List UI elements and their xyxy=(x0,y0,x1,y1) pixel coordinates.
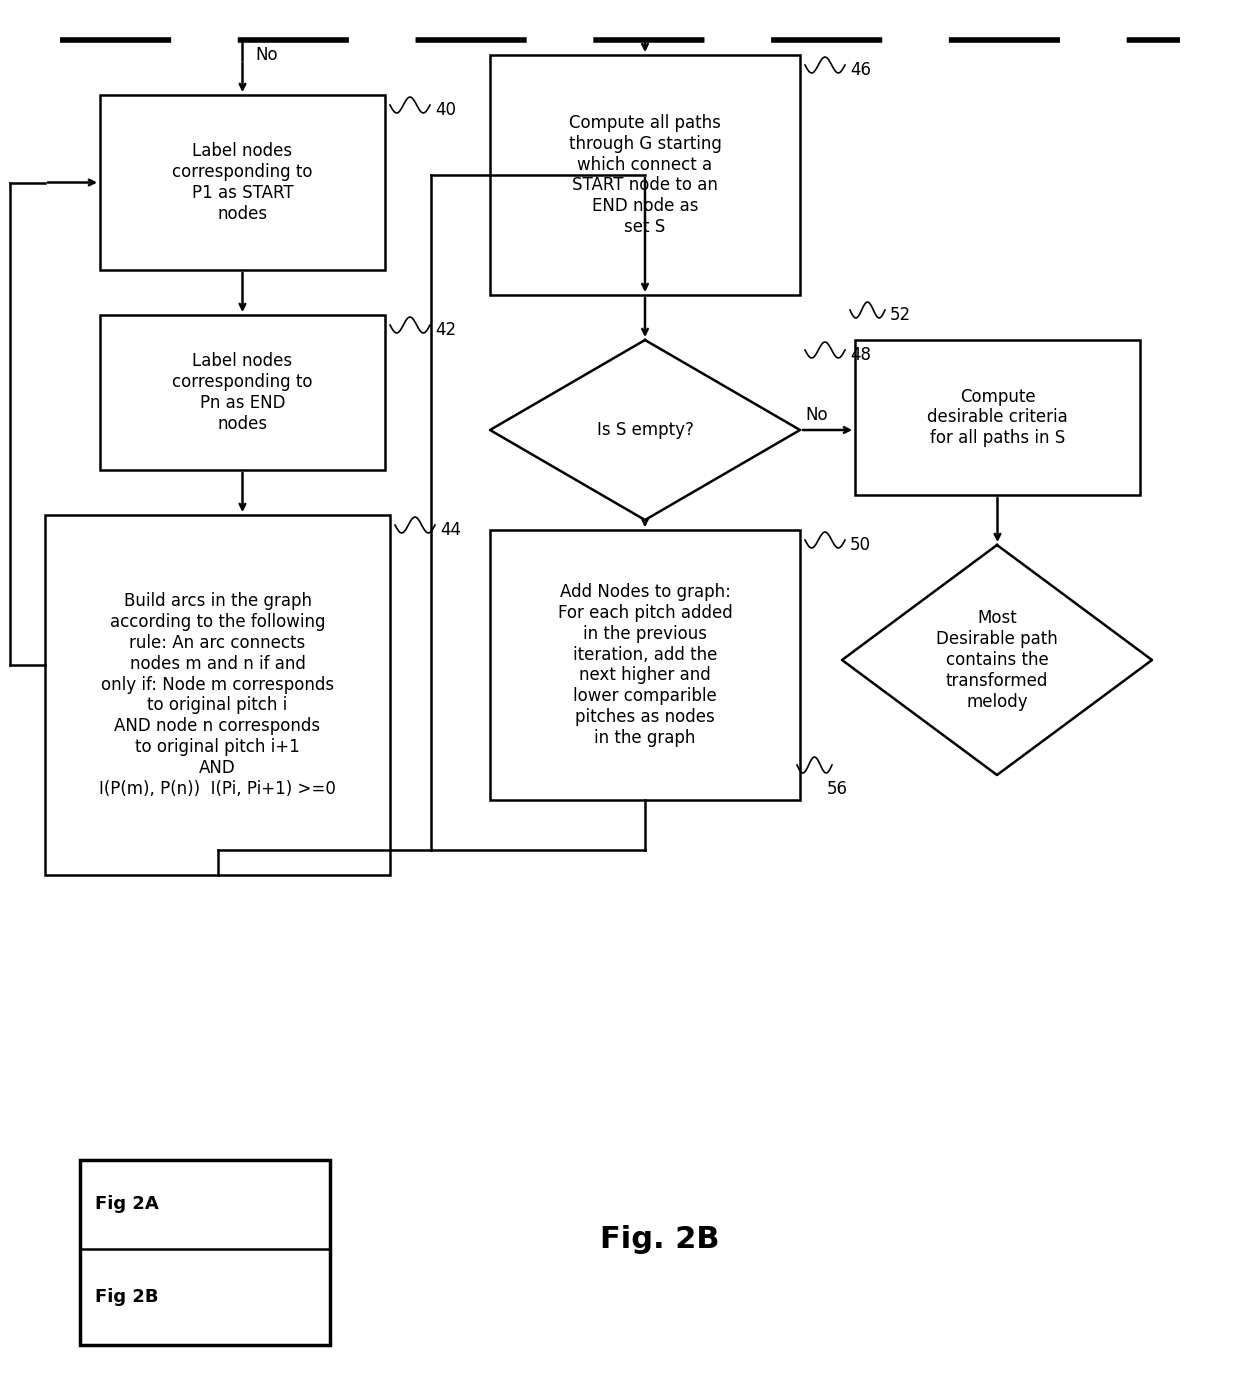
Text: Label nodes
corresponding to
Pn as END
nodes: Label nodes corresponding to Pn as END n… xyxy=(172,353,312,433)
Text: Compute
desirable criteria
for all paths in S: Compute desirable criteria for all paths… xyxy=(928,387,1068,447)
Text: Label nodes
corresponding to
P1 as START
nodes: Label nodes corresponding to P1 as START… xyxy=(172,142,312,223)
Bar xyxy=(856,340,1140,495)
Text: Is S empty?: Is S empty? xyxy=(596,420,693,438)
Text: Build arcs in the graph
according to the following
rule: An arc connects
nodes m: Build arcs in the graph according to the… xyxy=(99,592,336,798)
Text: Add Nodes to graph:
For each pitch added
in the previous
iteration, add the
next: Add Nodes to graph: For each pitch added… xyxy=(558,584,733,747)
Text: 50: 50 xyxy=(849,537,870,555)
Text: 56: 56 xyxy=(827,780,847,798)
Bar xyxy=(490,530,800,799)
Bar xyxy=(81,1160,330,1346)
Text: 46: 46 xyxy=(849,61,870,79)
Text: Most
Desirable path
contains the
transformed
melody: Most Desirable path contains the transfo… xyxy=(936,610,1058,711)
Text: Fig 2A: Fig 2A xyxy=(95,1195,159,1213)
Text: 48: 48 xyxy=(849,346,870,364)
Text: No: No xyxy=(805,407,827,425)
Text: Fig. 2B: Fig. 2B xyxy=(600,1225,719,1254)
Bar xyxy=(490,55,800,295)
Text: 42: 42 xyxy=(435,321,456,339)
Text: 52: 52 xyxy=(890,306,911,324)
Bar xyxy=(45,514,391,875)
Text: Yes: Yes xyxy=(577,535,604,553)
Text: No: No xyxy=(255,46,278,64)
Text: 40: 40 xyxy=(435,101,456,119)
Bar xyxy=(100,95,384,270)
Text: Fig 2B: Fig 2B xyxy=(95,1288,159,1306)
Text: 44: 44 xyxy=(440,521,461,539)
Bar xyxy=(100,315,384,470)
Text: Compute all paths
through G starting
which connect a
START node to an
END node a: Compute all paths through G starting whi… xyxy=(569,113,722,236)
